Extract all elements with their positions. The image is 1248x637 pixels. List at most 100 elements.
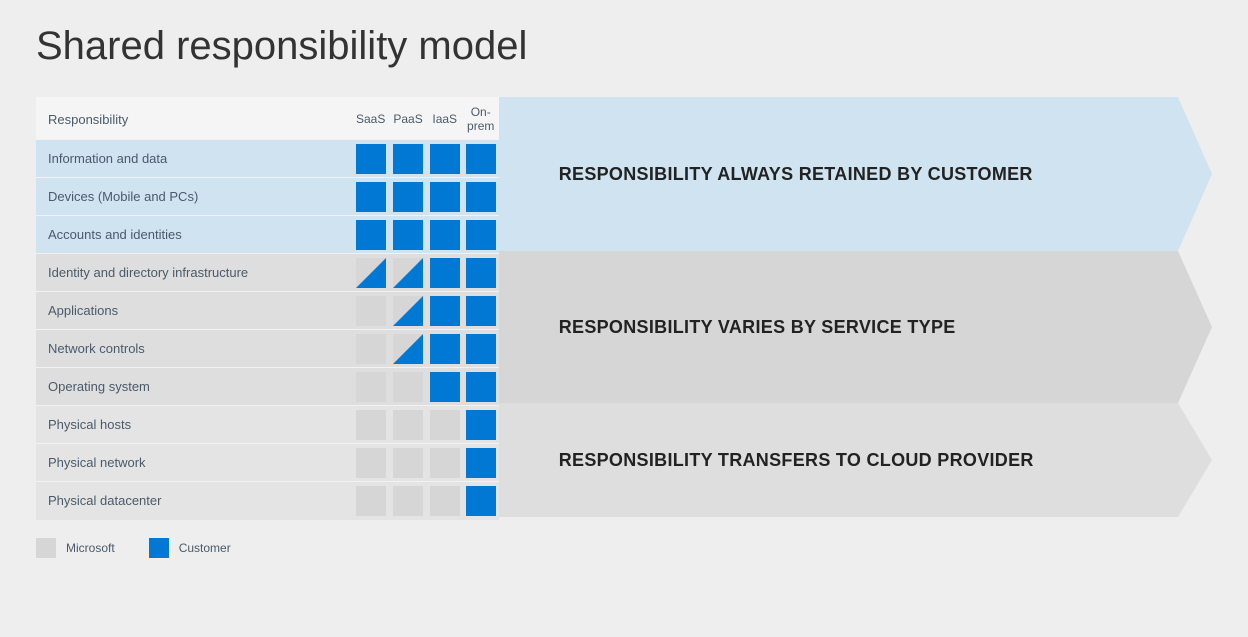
cell-square-microsoft — [356, 372, 386, 402]
matrix-row: Physical network — [36, 444, 499, 482]
cell-square-customer — [430, 372, 460, 402]
responsibility-matrix: ResponsibilitySaaSPaaSIaaSOn- prem Inform… — [36, 97, 499, 520]
cell-square-microsoft — [356, 410, 386, 440]
cell-square-customer — [356, 182, 386, 212]
matrix-cell — [352, 330, 389, 368]
cell-square-customer — [466, 258, 496, 288]
col-header-saas: SaaS — [352, 97, 389, 140]
matrix-cell — [352, 178, 389, 216]
cell-square-customer — [430, 220, 460, 250]
cell-square-microsoft — [393, 410, 423, 440]
matrix-cell — [463, 140, 499, 178]
matrix-cell — [389, 330, 426, 368]
matrix-cell — [427, 292, 463, 330]
matrix-row: Information and data — [36, 140, 499, 178]
matrix-cell — [463, 292, 499, 330]
matrix-row: Identity and directory infrastructure — [36, 254, 499, 292]
matrix-cell — [463, 254, 499, 292]
matrix-cell — [352, 292, 389, 330]
cell-square-customer — [430, 182, 460, 212]
cell-square-customer — [466, 486, 496, 516]
matrix-cell — [427, 368, 463, 406]
matrix-cell — [463, 368, 499, 406]
band-arrow-head — [1178, 251, 1212, 403]
col-header-responsibility: Responsibility — [36, 97, 352, 140]
matrix-cell — [427, 482, 463, 520]
cell-square-microsoft — [430, 448, 460, 478]
matrix-cell — [463, 178, 499, 216]
matrix-cell — [389, 254, 426, 292]
col-header-paas: PaaS — [389, 97, 426, 140]
matrix-cell — [352, 444, 389, 482]
col-header-iaas: IaaS — [427, 97, 463, 140]
legend-label-microsoft: Microsoft — [66, 541, 115, 555]
cell-square-microsoft — [356, 296, 386, 326]
cell-square-customer — [393, 220, 423, 250]
matrix-row: Physical hosts — [36, 406, 499, 444]
row-label: Applications — [36, 292, 352, 330]
row-label: Physical datacenter — [36, 482, 352, 520]
row-label: Devices (Mobile and PCs) — [36, 178, 352, 216]
cell-square-microsoft — [393, 448, 423, 478]
matrix-cell — [389, 292, 426, 330]
row-label: Operating system — [36, 368, 352, 406]
matrix-cell — [463, 482, 499, 520]
matrix-cell — [352, 140, 389, 178]
matrix-cell — [389, 178, 426, 216]
cell-square-customer — [466, 220, 496, 250]
band-arrow-label: RESPONSIBILITY ALWAYS RETAINED BY CUSTOM… — [499, 97, 1178, 251]
matrix-row: Physical datacenter — [36, 482, 499, 520]
cell-square-shared — [393, 334, 423, 364]
cell-square-microsoft — [356, 334, 386, 364]
matrix-cell — [427, 444, 463, 482]
matrix-cell — [389, 216, 426, 254]
matrix-cell — [427, 254, 463, 292]
matrix-cell — [463, 216, 499, 254]
band-arrows: RESPONSIBILITY ALWAYS RETAINED BY CUSTOM… — [499, 97, 1212, 520]
matrix-cell — [427, 330, 463, 368]
matrix-cell — [389, 368, 426, 406]
cell-square-microsoft — [356, 486, 386, 516]
matrix-cell — [389, 406, 426, 444]
col-header-onprem: On- prem — [463, 97, 499, 140]
band-arrow-label: RESPONSIBILITY TRANSFERS TO CLOUD PROVID… — [499, 403, 1178, 517]
cell-square-microsoft — [430, 486, 460, 516]
cell-square-customer — [466, 296, 496, 326]
cell-square-shared — [356, 258, 386, 288]
matrix-cell — [427, 140, 463, 178]
band-arrow: RESPONSIBILITY VARIES BY SERVICE TYPE — [499, 251, 1212, 403]
cell-square-customer — [430, 296, 460, 326]
band-arrow-label: RESPONSIBILITY VARIES BY SERVICE TYPE — [499, 251, 1178, 403]
cell-square-customer — [466, 448, 496, 478]
cell-square-microsoft — [393, 486, 423, 516]
legend: Microsoft Customer — [36, 538, 1212, 558]
matrix-row: Operating system — [36, 368, 499, 406]
matrix-cell — [352, 254, 389, 292]
matrix-cell — [427, 406, 463, 444]
matrix-cell — [352, 482, 389, 520]
cell-square-shared — [393, 258, 423, 288]
matrix-cell — [463, 406, 499, 444]
matrix-cell — [389, 444, 426, 482]
chart-area: ResponsibilitySaaSPaaSIaaSOn- prem Inform… — [36, 97, 1212, 520]
matrix-cell — [352, 368, 389, 406]
cell-square-customer — [430, 258, 460, 288]
legend-label-customer: Customer — [179, 541, 231, 555]
band-arrow: RESPONSIBILITY TRANSFERS TO CLOUD PROVID… — [499, 403, 1212, 517]
cell-square-microsoft — [356, 448, 386, 478]
row-label: Accounts and identities — [36, 216, 352, 254]
cell-square-customer — [466, 334, 496, 364]
cell-square-microsoft — [393, 372, 423, 402]
cell-square-customer — [430, 334, 460, 364]
matrix-row: Applications — [36, 292, 499, 330]
row-label: Physical hosts — [36, 406, 352, 444]
band-arrow: RESPONSIBILITY ALWAYS RETAINED BY CUSTOM… — [499, 97, 1212, 251]
cell-square-customer — [356, 144, 386, 174]
matrix-cell — [427, 216, 463, 254]
legend-swatch-microsoft — [36, 538, 56, 558]
matrix-cell — [463, 444, 499, 482]
matrix-cell — [463, 330, 499, 368]
cell-square-shared — [393, 296, 423, 326]
row-label: Network controls — [36, 330, 352, 368]
row-label: Information and data — [36, 140, 352, 178]
